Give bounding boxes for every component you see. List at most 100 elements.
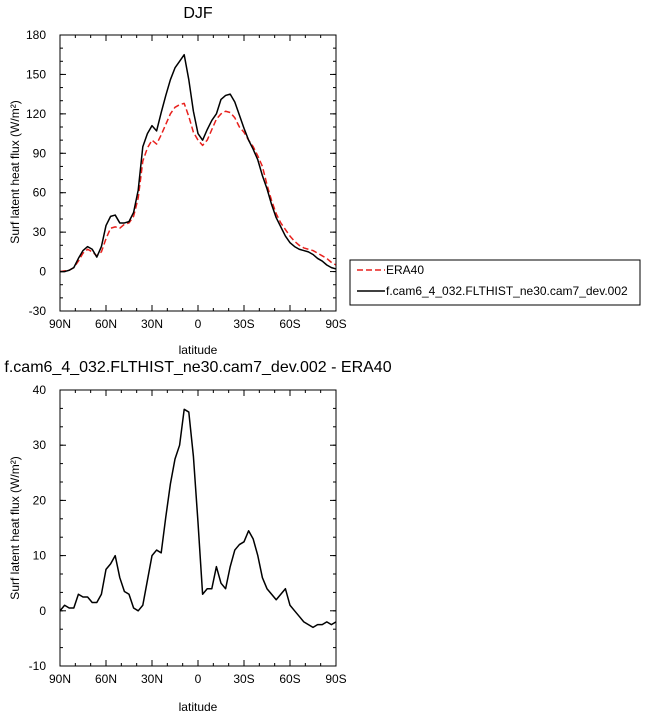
x-tick-label: 90S	[325, 672, 346, 686]
data-point	[96, 602, 98, 604]
data-point	[331, 624, 333, 626]
y-tick-label: 0	[39, 604, 46, 618]
data-point	[303, 250, 305, 252]
data-point	[229, 112, 231, 114]
data-point	[308, 624, 310, 626]
series-lines	[59, 53, 337, 273]
y-tick-label: -10	[29, 659, 47, 673]
data-point	[119, 577, 121, 579]
data-point	[321, 624, 323, 626]
legend-label: ERA40	[386, 263, 424, 277]
x-tick-label: 90S	[325, 317, 346, 331]
axis-ticks: 90N 60N 30N 0 30S 60S 90S -10 0 10 20 30 40	[29, 383, 347, 686]
data-point	[183, 103, 185, 105]
data-point	[206, 139, 208, 141]
data-point	[82, 250, 84, 252]
x-axis-label: latitude	[179, 700, 218, 714]
chart-title: f.cam6_4_032.FLTHIST_ne30.cam7_dev.002 -…	[4, 359, 391, 376]
data-point	[179, 444, 181, 446]
data-point	[105, 238, 107, 240]
data-point	[225, 110, 227, 112]
data-point	[114, 555, 116, 557]
data-point	[174, 67, 176, 69]
data-point	[211, 129, 213, 131]
data-point	[160, 552, 162, 554]
data-point	[285, 235, 287, 237]
data-point	[216, 113, 218, 115]
data-point	[87, 246, 89, 248]
axis-ticks: 90N 60N 30N 0 30S 60S 90S -30 0 30 60 90 120 150 180	[26, 28, 347, 331]
y-tick-label: 60	[33, 186, 47, 200]
data-point	[285, 588, 287, 590]
data-point	[234, 117, 236, 119]
data-point	[202, 139, 204, 141]
data-point	[252, 149, 254, 151]
data-point	[331, 267, 333, 269]
data-point	[170, 483, 172, 485]
data-point	[165, 124, 167, 126]
data-point	[294, 241, 296, 243]
data-point	[312, 254, 314, 256]
data-point	[239, 114, 241, 116]
data-point	[225, 95, 227, 97]
y-tick-label: 120	[26, 107, 46, 121]
data-point	[188, 79, 190, 81]
data-point	[170, 79, 172, 81]
data-point	[298, 616, 300, 618]
data-point	[317, 252, 319, 254]
data-point	[128, 593, 130, 595]
x-tick-label: 60N	[95, 317, 117, 331]
data-point	[64, 604, 66, 606]
data-point	[252, 538, 254, 540]
data-point	[124, 591, 126, 593]
data-point	[234, 101, 236, 103]
data-point	[87, 596, 89, 598]
data-point	[91, 602, 93, 604]
data-point	[78, 258, 80, 260]
y-tick-label: 0	[39, 265, 46, 279]
data-point	[239, 544, 241, 546]
data-point	[119, 227, 121, 229]
data-point	[110, 227, 112, 229]
x-tick-label: 30S	[233, 317, 254, 331]
data-point	[110, 216, 112, 218]
data-point	[326, 621, 328, 623]
data-point	[225, 588, 227, 590]
data-point	[262, 175, 264, 177]
data-point	[275, 217, 277, 219]
data-point	[183, 409, 185, 411]
x-tick-label: 30S	[233, 672, 254, 686]
y-tick-label: 30	[33, 438, 47, 452]
data-point	[326, 264, 328, 266]
data-point	[110, 563, 112, 565]
data-point	[239, 126, 241, 128]
data-point	[193, 110, 195, 112]
data-point	[64, 271, 66, 273]
plot-frame	[59, 34, 337, 312]
y-tick-label: 90	[33, 146, 47, 160]
data-point	[105, 225, 107, 227]
data-point	[308, 248, 310, 250]
x-tick-label: 30N	[141, 317, 163, 331]
data-point	[68, 269, 70, 271]
data-point	[128, 221, 130, 223]
data-point	[234, 549, 236, 551]
data-point	[262, 577, 264, 579]
data-point	[202, 145, 204, 147]
data-point	[124, 222, 126, 224]
data-point	[73, 267, 75, 269]
data-point	[87, 248, 89, 250]
x-tick-label: 90N	[49, 672, 71, 686]
data-point	[151, 555, 153, 557]
y-axis-label: Surf latent heat flux (W/m²)	[8, 456, 22, 599]
data-point	[220, 99, 222, 101]
data-point	[271, 204, 273, 206]
data-point	[326, 258, 328, 260]
y-axis-label: Surf latent heat flux (W/m²)	[8, 100, 22, 243]
data-point	[119, 222, 121, 224]
data-point	[266, 588, 268, 590]
data-point	[197, 139, 199, 141]
data-point	[170, 113, 172, 115]
data-point	[229, 566, 231, 568]
